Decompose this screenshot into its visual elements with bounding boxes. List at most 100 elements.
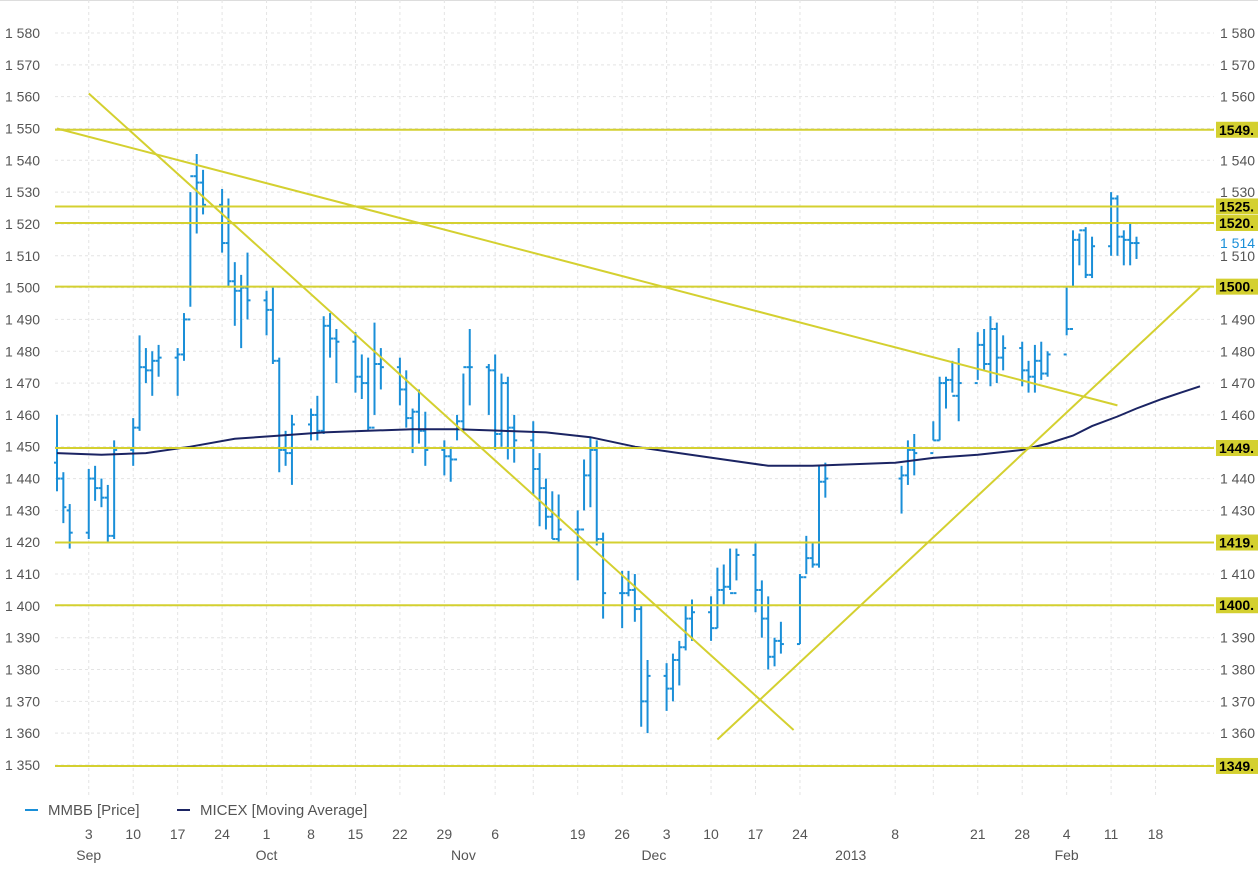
ohlc-bar [441,440,448,476]
ohlc-bar [231,262,238,326]
ohlc-bar [365,357,372,431]
ohlc-bar [219,188,226,253]
ohlc-bar [276,357,283,473]
ohlc-bar [98,478,105,508]
trend-lines [56,92,1201,741]
ohlc-bar [466,328,473,406]
ohlc-bar [396,357,403,406]
ohlc-bar [269,287,276,364]
last-price-label: 1 514 [1220,235,1255,251]
x-tick-label: 17 [748,826,764,842]
y-tick-label: 1 500 [5,280,40,296]
ohlc-bar [111,440,118,540]
ohlc-bar [454,414,461,461]
ohlc-bar [898,465,905,514]
y-tick-label: 1 460 [5,407,40,423]
ohlc-bar [911,434,918,476]
ohlc-bar [187,175,194,321]
ohlc-bar [409,408,416,454]
horizontal-levels: 1549. 1525.1520. 1500. 1449. 1419. 1400. 1349. [55,122,1258,774]
ohlc-bar [708,596,715,641]
legend: ММВБ [Price] MICEX [Moving Average] [25,802,367,819]
x-tick-label: 6 [491,826,499,842]
ohlc-bar [460,366,467,431]
x-tick-label: 26 [614,826,630,842]
level-label: 1449. [1219,440,1254,456]
ohlc-bar [1133,236,1140,259]
ohlc-bar [104,484,111,543]
ohlc-bar [619,570,626,629]
ohlc-bar [720,564,727,606]
y-tick-label: 1 580 [5,25,40,41]
ohlc-bar [733,548,740,595]
y-tick-label: 1 530 [5,184,40,200]
y-axis-left: 1 350 1 360 1 370 1 380 1 390 1 400 1 410 1 420… [5,25,40,773]
y-tick-label: 1 440 [5,471,40,487]
level-badge [1216,215,1258,232]
ohlc-bar [689,599,695,641]
ohlc-bar [974,332,981,385]
y-tick-label: 1 560 [1220,89,1255,105]
y-tick-label: 1 380 [1220,662,1255,678]
ohlc-bar [371,322,378,429]
ohlc-bar [930,421,937,455]
y-tick-label: 1 490 [1220,311,1255,327]
ohlc-bar [1019,341,1026,387]
y-tick-label: 1 420 [5,534,40,550]
ohlc-bar [130,418,137,466]
ohlc-bar [822,462,829,498]
level-badge [1216,198,1258,215]
ohlc-bar [320,316,327,435]
x-axis: 3 10 17 24 1 8 15 22 29 6 19 26 3 10 17 24 8 21 28 4 11 18Sep… [76,826,1163,863]
y-tick-label: 1 430 [5,502,40,518]
ohlc-bar [333,328,340,384]
x-tick-label: 22 [392,826,408,842]
ohlc-bar [1076,229,1083,266]
y-tick-label: 1 350 [5,757,40,773]
ohlc-bar [682,605,689,651]
level-label: 1349. [1219,758,1254,774]
y-tick-label: 1 490 [5,311,40,327]
ohlc-bar [415,389,422,444]
y-tick-label: 1 540 [1220,152,1255,168]
ohlc-bar [758,580,765,638]
level-label: 1419. [1219,535,1254,551]
y-tick-label: 1 520 [5,216,40,232]
ohlc-bar [1120,230,1127,266]
ohlc-bar [1031,344,1038,393]
x-tick-label: 1 [263,826,271,842]
x-tick-label: 24 [792,826,808,842]
y-tick-label: 1 480 [1220,343,1255,359]
x-tick-label: 15 [348,826,364,842]
ohlc-bar [492,354,499,450]
y-tick-label: 1 450 [5,439,40,455]
ohlc-bar [1070,230,1076,330]
level-label: 1549. [1219,122,1254,138]
ohlc-bar [625,570,632,597]
ohlc-bar [358,354,365,399]
y-tick-label: 1 510 [5,248,40,264]
x-tick-label: 17 [170,826,186,842]
ohlc-bar [727,548,734,595]
level-label: 1400. [1219,597,1254,613]
ohlc-bar [288,414,295,485]
y-tick-label: 1 400 [5,598,40,614]
x-tick-label: 24 [214,826,230,842]
ohlc-bar [1089,236,1096,279]
x-tick-label: 8 [307,826,315,842]
ohlc-bar [987,316,994,387]
trend-line [716,286,1201,741]
ohlc-bar [955,348,962,422]
x-tick-label: 28 [1014,826,1030,842]
ohlc-bar [644,659,651,734]
level-badge [1216,597,1258,614]
y-tick-label: 1 480 [5,343,40,359]
ohlc-bar [943,376,949,409]
ohlc-bar [981,328,988,371]
ohlc-bar [663,663,670,711]
x-tick-label: 3 [85,826,93,842]
ohlc-bar [225,198,232,288]
y-tick-label: 1 430 [1220,502,1255,518]
ohlc-bar [136,335,143,431]
